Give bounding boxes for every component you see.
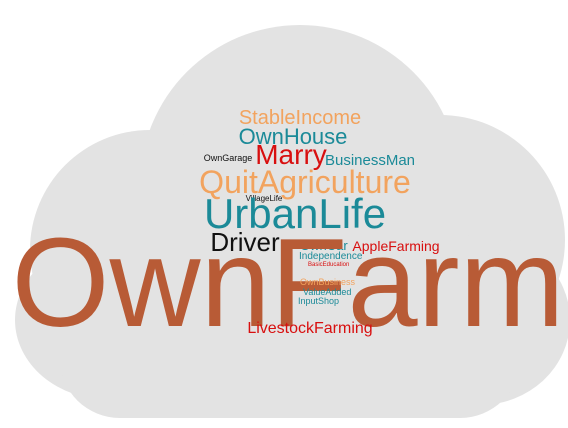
word: StableIncome <box>239 107 361 129</box>
word: OwnGarage <box>204 153 253 163</box>
word: BusinessMan <box>325 152 415 169</box>
word: OwnFarm <box>11 212 564 353</box>
word: OwnHouse <box>239 124 348 149</box>
word: InputShop <box>298 296 339 306</box>
word: OwnBusiness <box>300 277 356 287</box>
word: Driver <box>210 227 280 257</box>
word: UrbanLife <box>204 190 386 237</box>
word: LivestockFarming <box>247 320 372 337</box>
word: QuitAgriculture <box>199 164 411 200</box>
cloud-shape <box>15 25 568 418</box>
word: ValueAdded <box>303 287 351 297</box>
word: BasicEducation <box>308 262 349 268</box>
word: Independence <box>299 251 363 262</box>
word: VillageLife <box>246 194 283 203</box>
word: OwnCar <box>300 238 348 253</box>
word: Marry <box>255 139 327 170</box>
word: AppleFarming <box>352 238 439 254</box>
words: StableIncome OwnHouse OwnGarage Marry Bu… <box>11 107 564 353</box>
